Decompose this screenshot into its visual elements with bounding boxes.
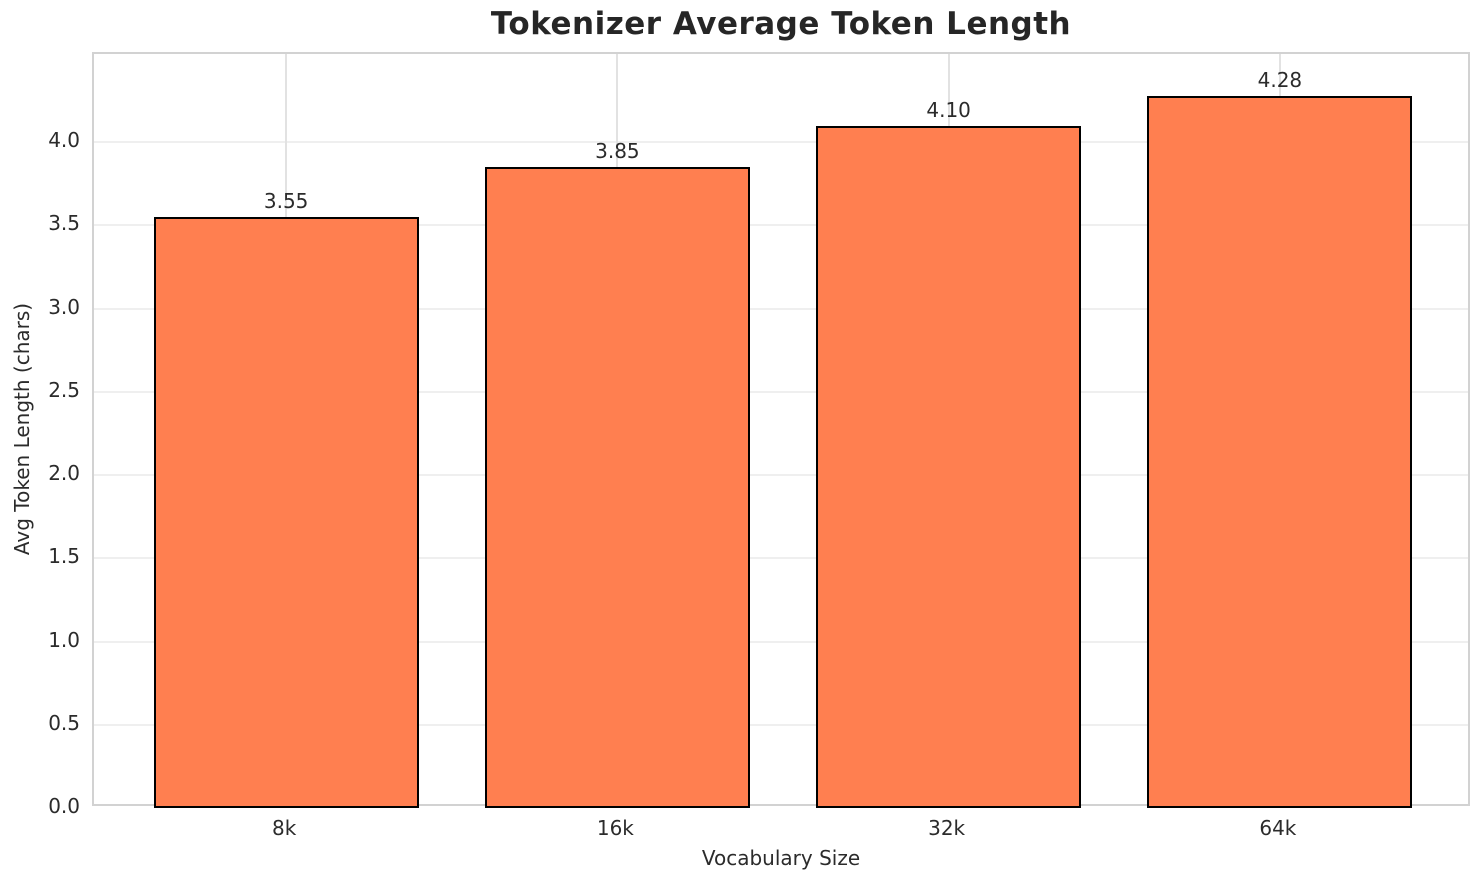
horizontal-gridline [94, 474, 1468, 477]
bar-64k [1147, 95, 1413, 808]
y-tick-label: 4.0 [48, 128, 80, 153]
y-tick-label: 0.0 [48, 794, 80, 818]
bar-value-label: 3.55 [263, 189, 309, 214]
y-tick-label: 1.5 [48, 544, 80, 569]
horizontal-gridline [94, 224, 1468, 227]
y-tick-label: 2.5 [48, 377, 80, 402]
y-tick-label: 2.0 [48, 461, 80, 486]
horizontal-gridline [94, 141, 1468, 144]
bar-32k [816, 125, 1082, 808]
x-tick-label: 16k [596, 816, 634, 840]
y-tick-label: 1.0 [48, 627, 80, 652]
bar-value-label: 3.85 [595, 139, 640, 164]
horizontal-gridline [94, 640, 1468, 643]
horizontal-gridline [94, 390, 1468, 393]
plot-area: 3.55 3.85 4.10 4.28 [92, 52, 1470, 808]
x-tick-label: 64k [1259, 816, 1297, 840]
x-tick-label: 8k [271, 816, 297, 840]
y-tick-label: 3.5 [48, 211, 80, 236]
bar-8k [153, 217, 419, 808]
x-axis-label: Vocabulary Size [701, 846, 861, 870]
y-tick-label: 3.0 [48, 294, 80, 319]
horizontal-gridline [94, 557, 1468, 560]
bar-value-label: 4.28 [1257, 67, 1303, 92]
y-axis-label: Avg Token Length (chars) [10, 302, 34, 556]
chart-title: Tokenizer Average Token Length [490, 6, 1072, 42]
x-tick-label: 32k [928, 816, 966, 840]
bar-16k [484, 167, 750, 808]
bar-value-label: 4.10 [926, 97, 971, 122]
horizontal-gridline [94, 723, 1468, 726]
horizontal-gridline [94, 307, 1468, 310]
y-tick-label: 0.5 [48, 710, 80, 735]
